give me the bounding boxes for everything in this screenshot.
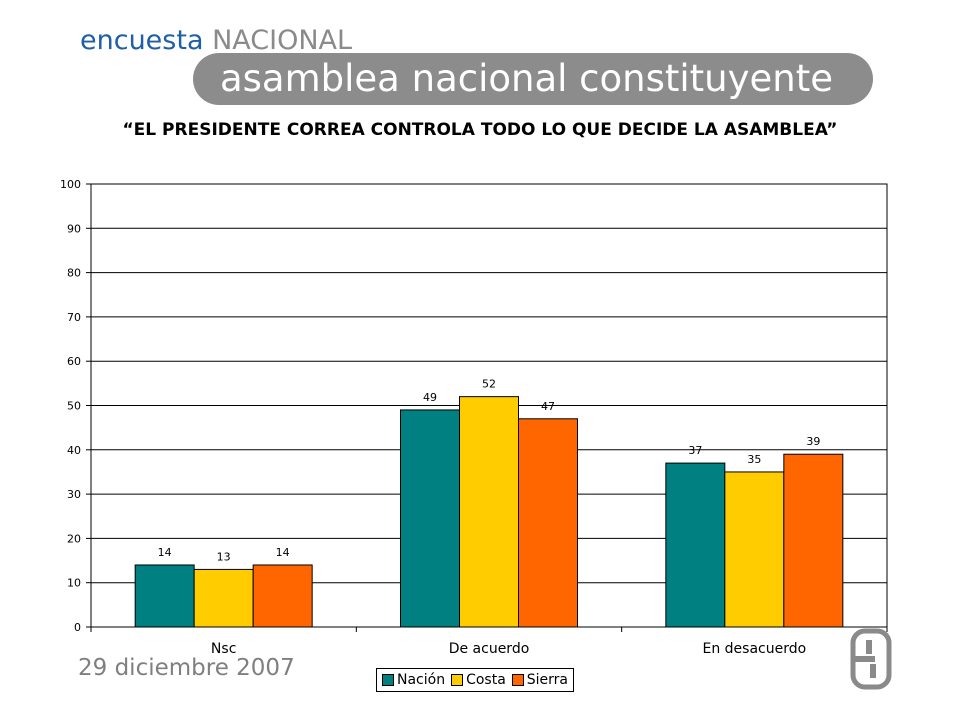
legend-label: Sierra xyxy=(526,672,569,688)
x-tick-label: Nsc xyxy=(211,641,236,657)
y-tick-label: 80 xyxy=(67,267,81,280)
y-tick-label: 40 xyxy=(67,444,81,457)
legend-swatch xyxy=(382,674,394,686)
legend-swatch xyxy=(451,674,464,686)
y-tick-label: 50 xyxy=(67,400,81,413)
brand-suffix: NACIONAL xyxy=(212,25,353,56)
legend-label: Costa xyxy=(466,672,506,688)
bar-costa xyxy=(193,568,254,628)
legend-label: Nación xyxy=(397,672,446,688)
legend-item: Nación xyxy=(382,672,445,688)
y-tick-label: 70 xyxy=(67,311,81,324)
y-tick-label: 100 xyxy=(60,178,81,191)
bar-value-label: 14 xyxy=(158,546,172,559)
legend-swatch xyxy=(511,674,524,686)
bar-nación xyxy=(400,409,460,628)
y-tick-label: 30 xyxy=(67,488,81,501)
y-tick-label: 10 xyxy=(67,577,81,590)
bar-value-label: 13 xyxy=(217,550,231,563)
chart-legend: Nación Costa Sierra xyxy=(376,668,575,692)
y-tick-label: 0 xyxy=(74,621,81,634)
x-tick-label: De acuerdo xyxy=(449,641,530,657)
y-tick-label: 60 xyxy=(67,355,81,368)
legend-item: Costa xyxy=(451,672,506,688)
bar-value-label: 49 xyxy=(423,391,437,404)
date-label: 29 diciembre 2007 xyxy=(78,655,295,681)
bar-costa xyxy=(724,471,785,628)
bar-value-label: 52 xyxy=(482,378,496,391)
bar-sierra xyxy=(252,564,313,628)
bar-value-label: 39 xyxy=(806,435,820,448)
bar-value-label: 47 xyxy=(541,400,555,413)
y-tick-label: 90 xyxy=(67,222,81,235)
y-tick-label: 20 xyxy=(67,532,81,545)
bar-sierra xyxy=(783,453,844,628)
bar-value-label: 37 xyxy=(688,444,702,457)
bar-costa xyxy=(459,396,519,628)
bar-sierra xyxy=(518,418,578,628)
encuesta-brand-logo-icon xyxy=(850,628,892,690)
bar-nación xyxy=(665,462,726,628)
subtitle-text: asamblea nacional constituyente xyxy=(219,57,833,100)
brand-prefix: encuesta xyxy=(80,25,204,56)
subtitle-banner: asamblea nacional constituyente xyxy=(193,53,873,105)
chart-title: “EL PRESIDENTE CORREA CONTROLA TODO LO Q… xyxy=(122,120,838,140)
bar-value-label: 35 xyxy=(747,453,761,466)
bar-nación xyxy=(134,564,195,628)
legend-item: Sierra xyxy=(511,672,569,688)
x-tick-label: En desacuerdo xyxy=(702,641,806,657)
bar-value-label: 14 xyxy=(276,546,290,559)
brand-header: encuesta NACIONAL xyxy=(80,24,352,58)
